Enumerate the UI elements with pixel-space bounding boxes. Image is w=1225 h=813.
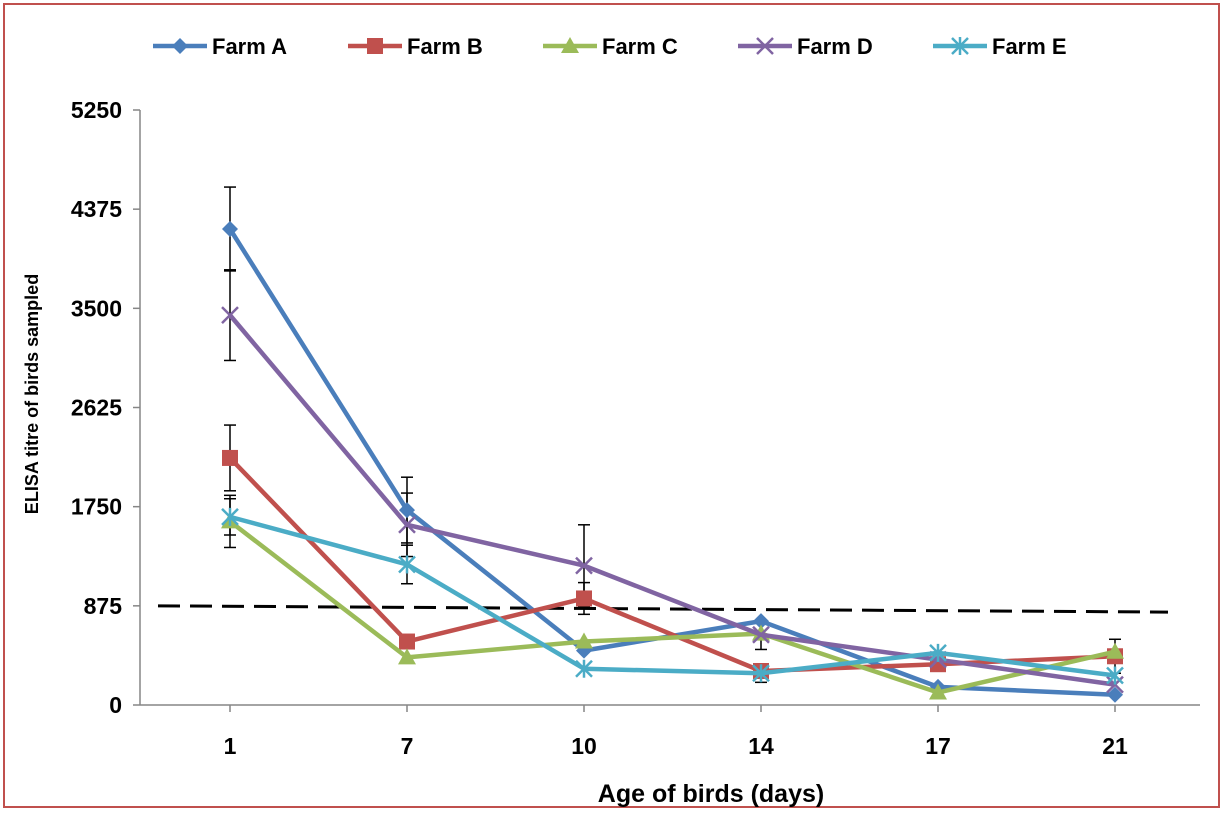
legend-item-farm-d: Farm D (738, 34, 873, 59)
legend-marker-farm-a (172, 38, 188, 54)
y-tick-label: 0 (109, 692, 122, 718)
data-point-farm-a (399, 502, 415, 519)
data-point-farm-c (575, 632, 593, 649)
series-farm-a (222, 221, 1123, 703)
threshold (157, 604, 1169, 614)
data-point-farm-e (398, 555, 416, 574)
data-point-farm-d (575, 556, 593, 575)
legend: Farm A Farm B Farm C Farm D Farm E (153, 34, 1067, 59)
legend-marker-farm-b (367, 38, 383, 54)
x-tick-label: 7 (401, 733, 414, 759)
data-point-farm-c (929, 683, 947, 700)
data-point-farm-a (1107, 686, 1123, 703)
data-point-farm-d (752, 625, 770, 644)
series-line-farm-c (228, 519, 1116, 695)
legend-label: Farm B (407, 34, 483, 59)
legend-label: Farm D (797, 34, 873, 59)
legend-item-farm-c: Farm C (543, 34, 678, 59)
x-axis-title: Age of birds (days) (598, 780, 824, 808)
x-ticks: 1 7 10 14 17 21 (224, 705, 1128, 759)
series-farm-b (222, 449, 1123, 679)
data-point-farm-e (575, 659, 593, 678)
data-point-farm-d (398, 515, 416, 534)
x-tick-label: 1 (224, 733, 237, 759)
data-point-farm-a (222, 221, 238, 237)
x-tick-label: 10 (571, 733, 597, 759)
series-line-farm-d (228, 313, 1116, 687)
data-point-farm-d (221, 306, 239, 325)
legend-label: Farm E (992, 34, 1067, 59)
threshold-line (157, 604, 1169, 614)
y-tick-label: 1750 (71, 494, 122, 520)
y-ticks: 0 875 1750 2625 3500 4375 5250 (71, 97, 140, 718)
y-tick-label: 5250 (71, 97, 122, 123)
y-tick-label: 2625 (71, 395, 122, 421)
legend-item-farm-e: Farm E (933, 34, 1067, 59)
legend-label: Farm C (602, 34, 678, 59)
legend-item-farm-a: Farm A (153, 34, 287, 59)
legend-marker-farm-c (561, 37, 579, 53)
x-tick-label: 21 (1102, 733, 1128, 759)
legend-item-farm-b: Farm B (348, 34, 483, 59)
y-tick-label: 3500 (71, 295, 122, 321)
y-axis-title: ELISA titre of birds sampled (22, 274, 42, 514)
data-point-farm-b (576, 590, 592, 607)
y-tick-label: 4375 (71, 196, 122, 222)
legend-label: Farm A (212, 34, 287, 59)
x-tick-label: 14 (748, 733, 774, 759)
data-point-farm-a (753, 613, 769, 630)
y-tick-label: 875 (84, 593, 123, 619)
legend-marker-farm-d (756, 37, 774, 55)
data-point-farm-e (752, 664, 770, 683)
series (221, 221, 1124, 703)
data-point-farm-b (222, 449, 238, 466)
legend-marker-farm-e (951, 37, 969, 55)
data-point-farm-c (398, 648, 416, 665)
axes (139, 110, 1200, 706)
data-point-farm-e (221, 507, 239, 526)
series-line-farm-e (229, 514, 1116, 678)
x-tick-label: 17 (925, 733, 951, 759)
data-point-farm-c (1106, 642, 1124, 659)
data-point-farm-b (399, 633, 415, 650)
series-farm-e (221, 507, 1124, 685)
data-point-farm-e (929, 643, 947, 662)
data-point-farm-e (1106, 666, 1124, 685)
